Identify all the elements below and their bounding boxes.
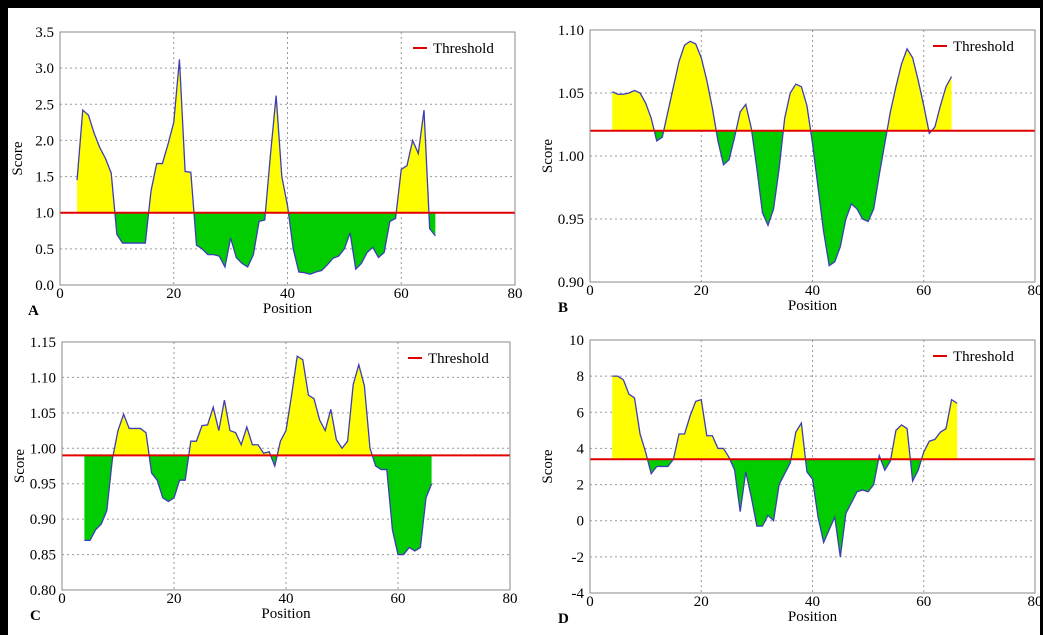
plot-border <box>589 339 1036 594</box>
y-tick-label: 2.0 <box>35 133 54 149</box>
panel-label: D <box>558 611 569 627</box>
x-tick-label: 60 <box>394 286 409 302</box>
y-tick-label: 1.05 <box>30 406 56 422</box>
panel-label: B <box>558 300 568 316</box>
y-axis-title: Score <box>540 139 556 173</box>
x-axis-title: Position <box>261 606 311 622</box>
y-tick-label: 1.00 <box>558 149 584 165</box>
area-above <box>612 41 952 131</box>
y-tick-label: 0.5 <box>35 242 54 258</box>
x-tick-label: 0 <box>58 591 66 607</box>
x-tick-label: 60 <box>391 591 406 607</box>
y-tick-label: 3.0 <box>35 61 54 77</box>
y-tick-label: 0.95 <box>30 477 56 493</box>
x-tick-label: 40 <box>279 591 294 607</box>
y-tick-label: -2 <box>572 550 585 566</box>
y-tick-label: 1.10 <box>558 23 584 39</box>
x-tick-label: 80 <box>1028 594 1043 610</box>
y-tick-label: 0.0 <box>35 278 54 294</box>
y-tick-label: 6 <box>577 405 585 421</box>
x-tick-label: 20 <box>694 283 709 299</box>
x-axis-title: Position <box>263 301 313 317</box>
y-tick-label: 0.95 <box>558 212 584 228</box>
background <box>8 8 1040 635</box>
x-tick-label: 20 <box>167 591 182 607</box>
plot-border <box>589 29 1036 283</box>
area-above <box>84 356 432 456</box>
y-tick-label: 1.0 <box>35 206 54 222</box>
x-tick-label: 60 <box>916 594 931 610</box>
x-tick-label: 0 <box>586 594 594 610</box>
y-tick-label: 0.90 <box>558 275 584 291</box>
y-tick-label: 1.10 <box>30 370 56 386</box>
y-tick-label: 2 <box>577 478 585 494</box>
legend-label: Threshold <box>953 349 1014 365</box>
x-tick-label: 40 <box>280 286 295 302</box>
x-tick-label: 40 <box>805 283 820 299</box>
y-tick-label: -4 <box>572 586 585 602</box>
x-tick-label: 20 <box>166 286 181 302</box>
y-axis-title: Score <box>540 449 556 483</box>
y-tick-label: 1.15 <box>30 335 56 351</box>
y-tick-label: 10 <box>569 333 584 349</box>
x-tick-label: 80 <box>508 286 523 302</box>
y-axis-title: Score <box>10 141 26 175</box>
y-tick-label: 2.5 <box>35 97 54 113</box>
x-tick-label: 20 <box>694 594 709 610</box>
y-tick-label: 1.00 <box>30 441 56 457</box>
y-tick-label: 0.85 <box>30 548 56 564</box>
x-axis-title: Position <box>788 609 838 625</box>
x-tick-label: 80 <box>1028 283 1043 299</box>
y-tick-label: 0.80 <box>30 583 56 599</box>
plot-border <box>61 341 511 591</box>
area-below <box>84 455 432 555</box>
x-tick-label: 0 <box>56 286 64 302</box>
y-tick-label: 4 <box>577 441 585 457</box>
area-below <box>647 459 922 557</box>
x-tick-label: 0 <box>586 283 594 299</box>
x-tick-label: 60 <box>916 283 931 299</box>
panel-label: A <box>28 303 39 319</box>
y-tick-label: 8 <box>577 369 585 385</box>
score-line <box>84 355 433 556</box>
area-above <box>77 59 436 213</box>
x-tick-label: 80 <box>503 591 518 607</box>
plot-border <box>59 31 516 286</box>
score-line <box>612 375 958 557</box>
score-line <box>76 59 436 275</box>
y-axis-title: Score <box>12 449 28 483</box>
area-above <box>612 376 958 460</box>
y-tick-label: 1.05 <box>558 86 584 102</box>
y-tick-label: 3.5 <box>35 25 54 41</box>
score-line <box>611 40 953 267</box>
legend-label: Threshold <box>433 41 494 57</box>
legend-label: Threshold <box>428 351 489 367</box>
x-tick-label: 40 <box>805 594 820 610</box>
panel-label: C <box>30 608 41 624</box>
y-tick-label: 0.90 <box>30 512 56 528</box>
x-axis-title: Position <box>788 298 838 314</box>
area-below <box>114 212 436 275</box>
legend-label: Threshold <box>953 39 1014 55</box>
y-tick-label: 1.5 <box>35 170 54 186</box>
y-tick-label: 0 <box>577 514 585 530</box>
